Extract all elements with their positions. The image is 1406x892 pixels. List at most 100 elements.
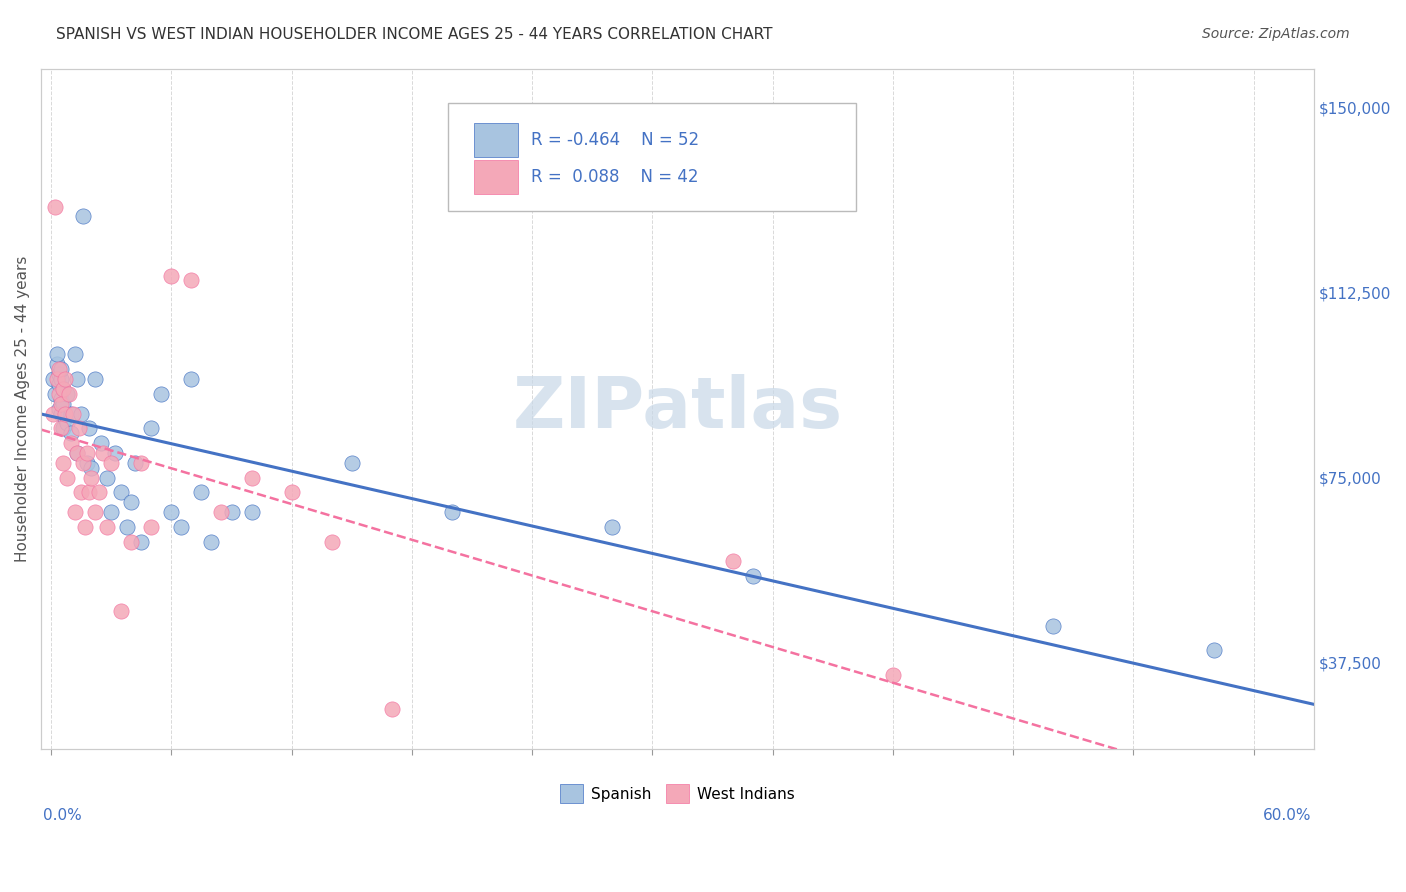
- Point: [180, 273, 202, 287]
- Point: [52, 456, 75, 470]
- Point: [66, 446, 89, 460]
- Point: [46, 347, 69, 361]
- Point: [70, 485, 93, 500]
- Point: [75, 520, 97, 534]
- Point: [66, 372, 89, 386]
- Point: [49, 362, 72, 376]
- Point: [53, 372, 76, 386]
- Text: SPANISH VS WEST INDIAN HOUSEHOLDER INCOME AGES 25 - 44 YEARS CORRELATION CHART: SPANISH VS WEST INDIAN HOUSEHOLDER INCOM…: [56, 27, 773, 42]
- Point: [104, 446, 127, 460]
- Point: [49, 397, 72, 411]
- Point: [90, 436, 112, 450]
- Point: [52, 382, 75, 396]
- Point: [100, 456, 122, 470]
- Point: [84, 505, 107, 519]
- Point: [53, 411, 76, 425]
- Point: [62, 407, 84, 421]
- Y-axis label: Householder Income Ages 25 - 44 years: Householder Income Ages 25 - 44 years: [15, 255, 30, 562]
- Point: [48, 387, 70, 401]
- Point: [63, 505, 86, 519]
- Bar: [474, 123, 519, 157]
- Point: [600, 520, 623, 534]
- Point: [190, 485, 212, 500]
- Point: [52, 421, 75, 435]
- Text: ZIPatlas: ZIPatlas: [512, 374, 842, 443]
- Point: [721, 554, 744, 568]
- Point: [56, 417, 79, 431]
- Point: [48, 367, 70, 381]
- Point: [124, 456, 146, 470]
- Point: [46, 357, 69, 371]
- Point: [1202, 643, 1225, 657]
- Point: [117, 520, 139, 534]
- Point: [280, 485, 302, 500]
- Point: [80, 470, 103, 484]
- Point: [48, 376, 70, 391]
- Legend: Spanish, West Indians: Spanish, West Indians: [554, 779, 801, 809]
- Point: [96, 520, 118, 534]
- Point: [52, 397, 75, 411]
- Point: [42, 407, 65, 421]
- Point: [60, 426, 83, 441]
- Point: [66, 446, 89, 460]
- Point: [200, 534, 222, 549]
- Point: [1042, 618, 1064, 632]
- Point: [340, 456, 363, 470]
- Point: [170, 520, 193, 534]
- Point: [321, 534, 343, 549]
- Point: [381, 702, 404, 716]
- Text: R =  0.088    N = 42: R = 0.088 N = 42: [531, 169, 699, 186]
- Point: [49, 372, 72, 386]
- Point: [63, 347, 86, 361]
- Point: [77, 485, 100, 500]
- Point: [48, 362, 70, 376]
- Point: [70, 407, 93, 421]
- Point: [150, 387, 173, 401]
- Point: [52, 382, 75, 396]
- Text: 0.0%: 0.0%: [44, 808, 82, 823]
- Point: [58, 387, 80, 401]
- Point: [84, 372, 107, 386]
- Point: [100, 505, 122, 519]
- FancyBboxPatch shape: [449, 103, 856, 211]
- Point: [49, 421, 72, 435]
- Point: [60, 407, 83, 421]
- Point: [120, 534, 142, 549]
- Point: [49, 407, 72, 421]
- Point: [46, 372, 69, 386]
- Text: R = -0.464    N = 52: R = -0.464 N = 52: [531, 131, 699, 149]
- Point: [67, 421, 90, 435]
- Point: [48, 401, 70, 416]
- Text: 60.0%: 60.0%: [1263, 808, 1312, 823]
- Point: [240, 470, 263, 484]
- Point: [91, 446, 114, 460]
- Point: [80, 460, 103, 475]
- Point: [53, 407, 76, 421]
- Point: [44, 200, 66, 214]
- Point: [76, 446, 98, 460]
- Point: [211, 505, 233, 519]
- Point: [56, 387, 79, 401]
- Point: [221, 505, 243, 519]
- Point: [60, 436, 83, 450]
- Point: [44, 387, 66, 401]
- Point: [160, 268, 183, 283]
- Point: [77, 421, 100, 435]
- Point: [131, 534, 153, 549]
- Point: [89, 485, 111, 500]
- Point: [49, 392, 72, 406]
- Point: [42, 372, 65, 386]
- Point: [240, 505, 263, 519]
- Point: [131, 456, 153, 470]
- Text: Source: ZipAtlas.com: Source: ZipAtlas.com: [1202, 27, 1350, 41]
- Point: [120, 495, 142, 509]
- Point: [882, 668, 904, 682]
- Point: [110, 485, 132, 500]
- Point: [96, 470, 118, 484]
- Point: [440, 505, 463, 519]
- Point: [72, 456, 94, 470]
- Point: [76, 456, 98, 470]
- Point: [72, 210, 94, 224]
- Point: [741, 569, 763, 583]
- Point: [141, 421, 163, 435]
